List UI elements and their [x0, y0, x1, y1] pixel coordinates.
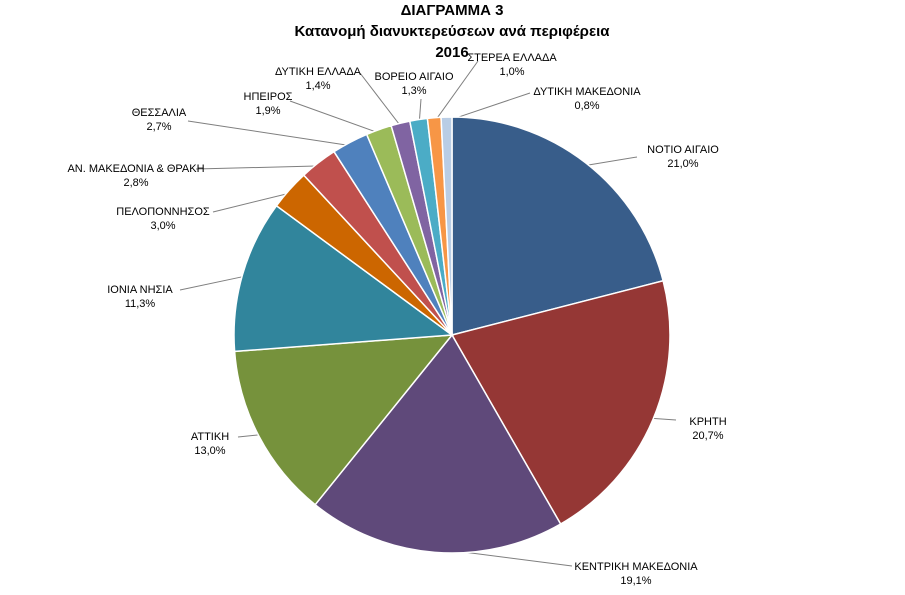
pie-slice: [233, 204, 455, 353]
slice-value-label: 13,0%: [194, 445, 225, 457]
slice-value-label: 19,1%: [620, 575, 651, 587]
leader-line: [446, 92, 531, 122]
leader-line: [179, 275, 247, 291]
slice-label: ΙΟΝΙΑ ΝΗΣΙΑ: [107, 284, 173, 296]
slice-label: ΝΟΤΙΟ ΑΙΓΑΙΟ: [647, 144, 719, 156]
pie-slice: [440, 116, 453, 336]
slice-value-label: 1,4%: [305, 80, 330, 92]
slice-label: ΗΠΕΙΡΟΣ: [244, 91, 293, 103]
slice-label: ΣΤΕΡΕΑ ΕΛΛΑΔΑ: [467, 52, 557, 64]
slice-label: ΒΟΡΕΙΟ ΑΙΓΑΙΟ: [374, 71, 453, 83]
chart-title-line-1: ΔΙΑΓΡΑΜΜΑ 3: [401, 2, 504, 19]
slice-value-label: 2,7%: [146, 121, 171, 133]
pie-slice: [450, 279, 671, 526]
leader-line: [187, 120, 352, 147]
chart-title-line-3: 2016: [435, 44, 468, 61]
slice-value-label: 1,9%: [255, 105, 280, 117]
leader-line: [359, 72, 402, 128]
slice-value-label: 2,8%: [123, 177, 148, 189]
leader-line: [289, 100, 381, 134]
slice-label: ΘΕΣΣΑΛΙΑ: [132, 107, 187, 119]
slice-label: ΚΡΗΤΗ: [689, 416, 726, 428]
pie-slice: [451, 116, 665, 336]
slice-label: ΑΝ. ΜΑΚΕΔΟΝΙΑ & ΘΡΑΚΗ: [67, 163, 204, 175]
slice-label: ΠΕΛΟΠΟΝΝΗΣΟΣ: [116, 206, 210, 218]
slice-value-label: 21,0%: [667, 158, 698, 170]
slice-label: ΔΥΤΙΚΗ ΜΑΚΕΔΟΝΙΑ: [533, 86, 641, 98]
pie-slice: [233, 334, 454, 506]
leader-line: [583, 156, 638, 167]
leader-line: [195, 165, 321, 170]
pie-slice: [314, 333, 562, 554]
chart-title-line-2: Κατανομή διανυκτερεύσεων ανά περιφέρεια: [295, 23, 611, 40]
slice-value-label: 1,0%: [499, 66, 524, 78]
slice-label: ΔΥΤΙΚΗ ΕΛΛΑΔΑ: [275, 66, 362, 78]
leader-line: [434, 60, 479, 123]
slice-value-label: 0,8%: [574, 100, 599, 112]
slice-label: ΑΤΤΙΚΗ: [191, 431, 229, 443]
slice-value-label: 1,3%: [401, 85, 426, 97]
slice-value-label: 3,0%: [150, 220, 175, 232]
leader-line: [212, 191, 293, 213]
slice-value-label: 11,3%: [125, 298, 156, 310]
slice-value-label: 20,7%: [692, 430, 723, 442]
slice-label: ΚΕΝΤΡΙΚΗ ΜΑΚΕΔΟΝΙΑ: [574, 561, 698, 573]
